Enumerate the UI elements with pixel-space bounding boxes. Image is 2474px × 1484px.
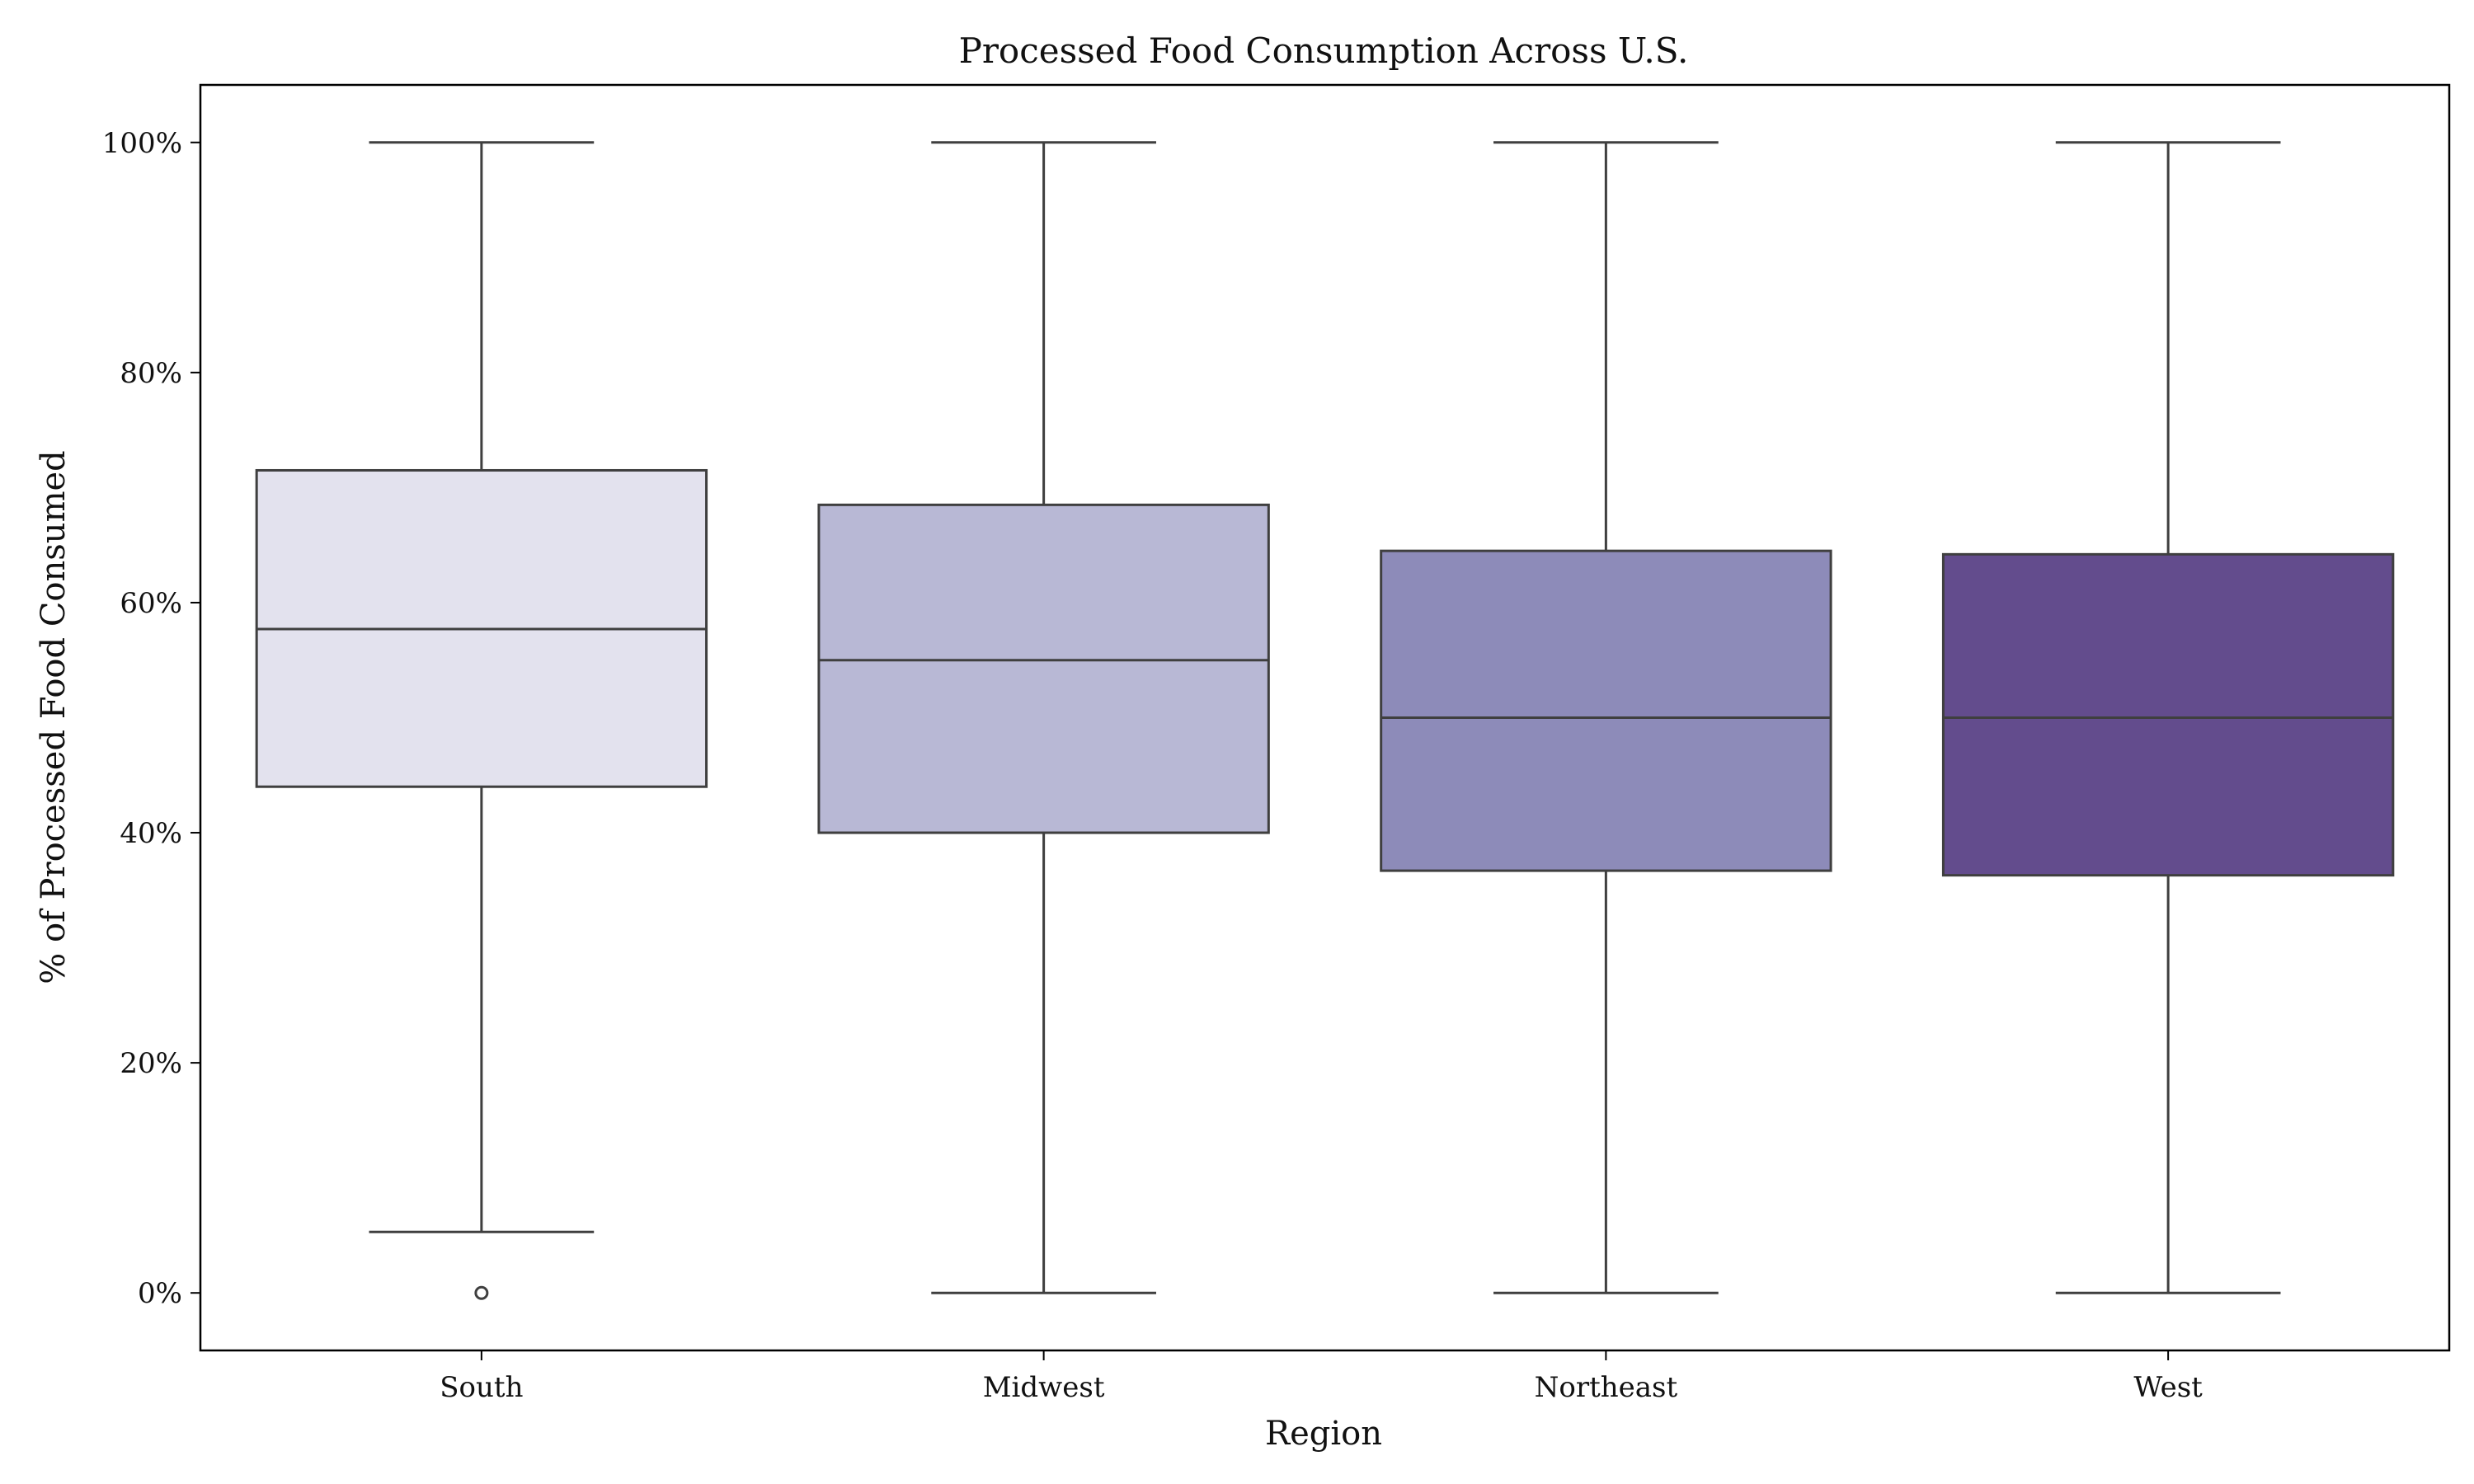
box-west <box>1941 552 2395 877</box>
x-tick-label: West <box>2133 1371 2203 1404</box>
y-tick-label: 0% <box>138 1277 182 1310</box>
x-tick-label: Northeast <box>1535 1371 1678 1404</box>
outlier-point <box>474 1285 489 1300</box>
y-tick-label: 80% <box>120 357 182 390</box>
box-northeast <box>1380 549 1832 872</box>
chart-title: Processed Food Consumption Across U.S. <box>959 31 1689 71</box>
y-tick-label: 20% <box>120 1047 182 1080</box>
x-axis-label: Region <box>1265 1415 1382 1453</box>
x-tick-label: South <box>440 1371 523 1404</box>
plot-frame <box>199 83 2451 1352</box>
plot-area: 0% 20% 40% 60% 80% 100% South Midwest Northeast W… <box>102 83 2451 1404</box>
box-midwest <box>817 503 1270 834</box>
y-tick-label: 60% <box>120 587 182 620</box>
y-axis-label: % of Processed Food Consumed <box>35 450 73 984</box>
y-tick-label: 40% <box>120 817 182 850</box>
x-tick-label: Midwest <box>983 1371 1105 1404</box>
y-tick-label: 100% <box>102 127 182 160</box>
